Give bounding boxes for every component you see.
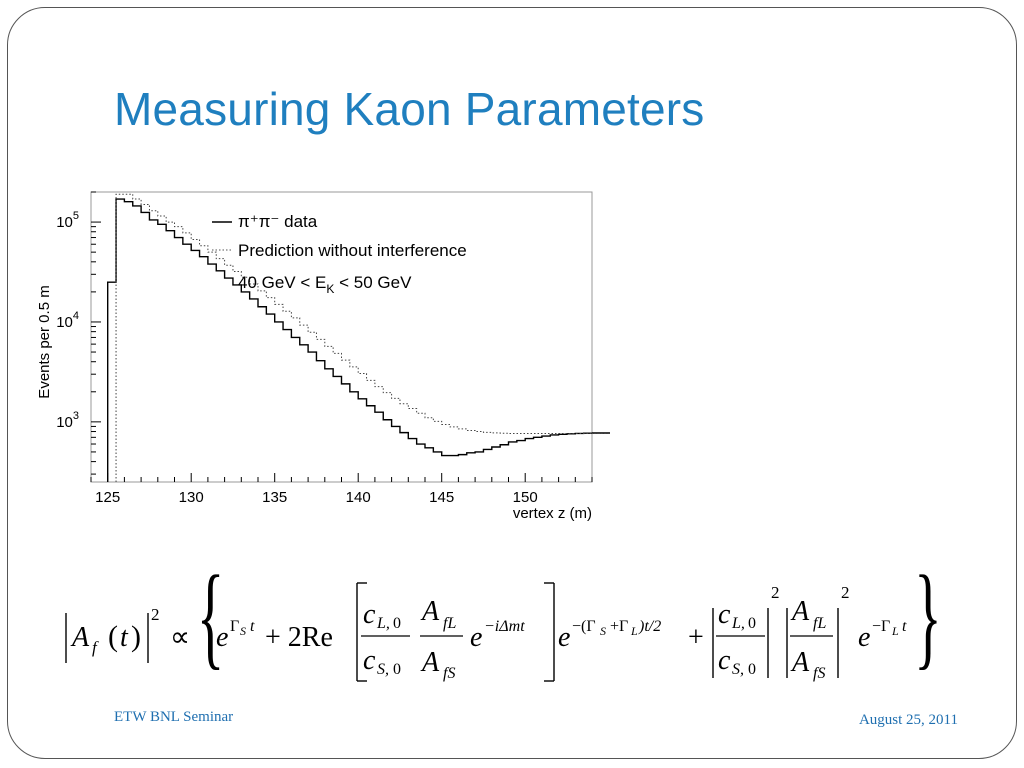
svg-text:∝: ∝ bbox=[170, 622, 190, 653]
svg-text:−iΔmt: −iΔmt bbox=[484, 618, 525, 635]
plot-area: 125 130 135 140 145 150 103 104 105 bbox=[56, 191, 610, 506]
svg-text:A: A bbox=[70, 622, 90, 653]
svg-text:+Γ: +Γ bbox=[610, 618, 628, 635]
svg-text:e: e bbox=[216, 622, 228, 653]
x-tick-label: 145 bbox=[429, 489, 454, 506]
svg-text:A: A bbox=[790, 647, 810, 678]
svg-text:S: S bbox=[600, 624, 606, 638]
svg-text:+ 2Re: + 2Re bbox=[265, 622, 333, 653]
svg-text:S,: S, bbox=[732, 661, 744, 678]
y-axis-label: Events per 0.5 m bbox=[36, 285, 53, 398]
svg-text:L,: L, bbox=[731, 615, 745, 632]
x-tick-label: 150 bbox=[513, 489, 538, 506]
svg-text:c: c bbox=[718, 599, 731, 630]
svg-text:0: 0 bbox=[748, 661, 756, 678]
legend-entry-prediction: Prediction without interference bbox=[238, 241, 467, 260]
legend-entry-data: π⁺π⁻ data bbox=[238, 212, 318, 231]
svg-text:c: c bbox=[718, 645, 731, 676]
svg-text:e: e bbox=[858, 622, 870, 653]
svg-text:e: e bbox=[558, 622, 570, 653]
svg-text:L: L bbox=[630, 624, 638, 638]
x-tick-label: 135 bbox=[262, 489, 287, 506]
svg-text:fL: fL bbox=[813, 615, 826, 632]
svg-text:L,: L, bbox=[376, 615, 390, 632]
legend-note: 40 GeV < EK < 50 GeV bbox=[238, 273, 412, 296]
slide-title: Measuring Kaon Parameters bbox=[114, 83, 705, 135]
svg-text:fL: fL bbox=[443, 615, 456, 632]
series-prediction-line bbox=[115, 193, 609, 482]
svg-text:A: A bbox=[420, 596, 440, 627]
svg-text:(: ( bbox=[108, 620, 118, 653]
svg-text:Γ: Γ bbox=[230, 618, 239, 635]
svg-text:fS: fS bbox=[813, 665, 825, 682]
y-axis: 103 104 105 bbox=[56, 191, 101, 475]
svg-text:): ) bbox=[131, 620, 141, 653]
y-tick-label: 103 bbox=[56, 410, 79, 431]
svg-text:c: c bbox=[363, 599, 376, 630]
x-tick-label: 130 bbox=[179, 489, 204, 506]
svg-text:t: t bbox=[120, 622, 129, 653]
svg-text:S,: S, bbox=[377, 661, 389, 678]
svg-text:0: 0 bbox=[393, 615, 401, 632]
slide-frame bbox=[7, 7, 1017, 759]
svg-text:−(Γ: −(Γ bbox=[572, 618, 596, 635]
svg-text:L: L bbox=[891, 624, 899, 638]
svg-text:A: A bbox=[790, 596, 810, 627]
svg-text:−Γ: −Γ bbox=[872, 618, 890, 635]
series-data-line bbox=[107, 198, 610, 482]
svg-text:t: t bbox=[250, 618, 255, 635]
svg-text:0: 0 bbox=[748, 615, 756, 632]
svg-text:f: f bbox=[92, 638, 99, 657]
y-tick-label: 104 bbox=[56, 310, 79, 331]
svg-text:{: { bbox=[197, 568, 225, 680]
svg-text:}: } bbox=[914, 568, 942, 680]
x-axis: 125 130 135 140 145 150 bbox=[90, 473, 593, 506]
svg-text:2: 2 bbox=[841, 583, 850, 602]
footer-date: August 25, 2011 bbox=[858, 712, 958, 728]
legend: π⁺π⁻ data Prediction without interferenc… bbox=[212, 212, 467, 296]
svg-text:fS: fS bbox=[443, 665, 455, 682]
plot-frame bbox=[90, 191, 593, 483]
svg-text:t: t bbox=[902, 618, 907, 635]
x-tick-label: 125 bbox=[95, 489, 120, 506]
footer-seminar: ETW BNL Seminar bbox=[114, 709, 234, 725]
svg-text:2: 2 bbox=[771, 583, 780, 602]
svg-text:S: S bbox=[240, 624, 246, 638]
svg-text:e: e bbox=[470, 622, 482, 653]
svg-text:)t/2: )t/2 bbox=[638, 618, 661, 635]
svg-text:c: c bbox=[363, 645, 376, 676]
svg-text:2: 2 bbox=[151, 605, 160, 624]
svg-text:A: A bbox=[420, 647, 440, 678]
y-tick-label: 105 bbox=[56, 210, 79, 231]
x-axis-label: vertex z (m) bbox=[513, 505, 592, 522]
events-vs-vertex-chart: 125 130 135 140 145 150 103 104 105 Events per … bbox=[36, 191, 610, 522]
svg-text:0: 0 bbox=[393, 661, 401, 678]
svg-text:+: + bbox=[688, 622, 704, 653]
x-tick-label: 140 bbox=[346, 489, 371, 506]
